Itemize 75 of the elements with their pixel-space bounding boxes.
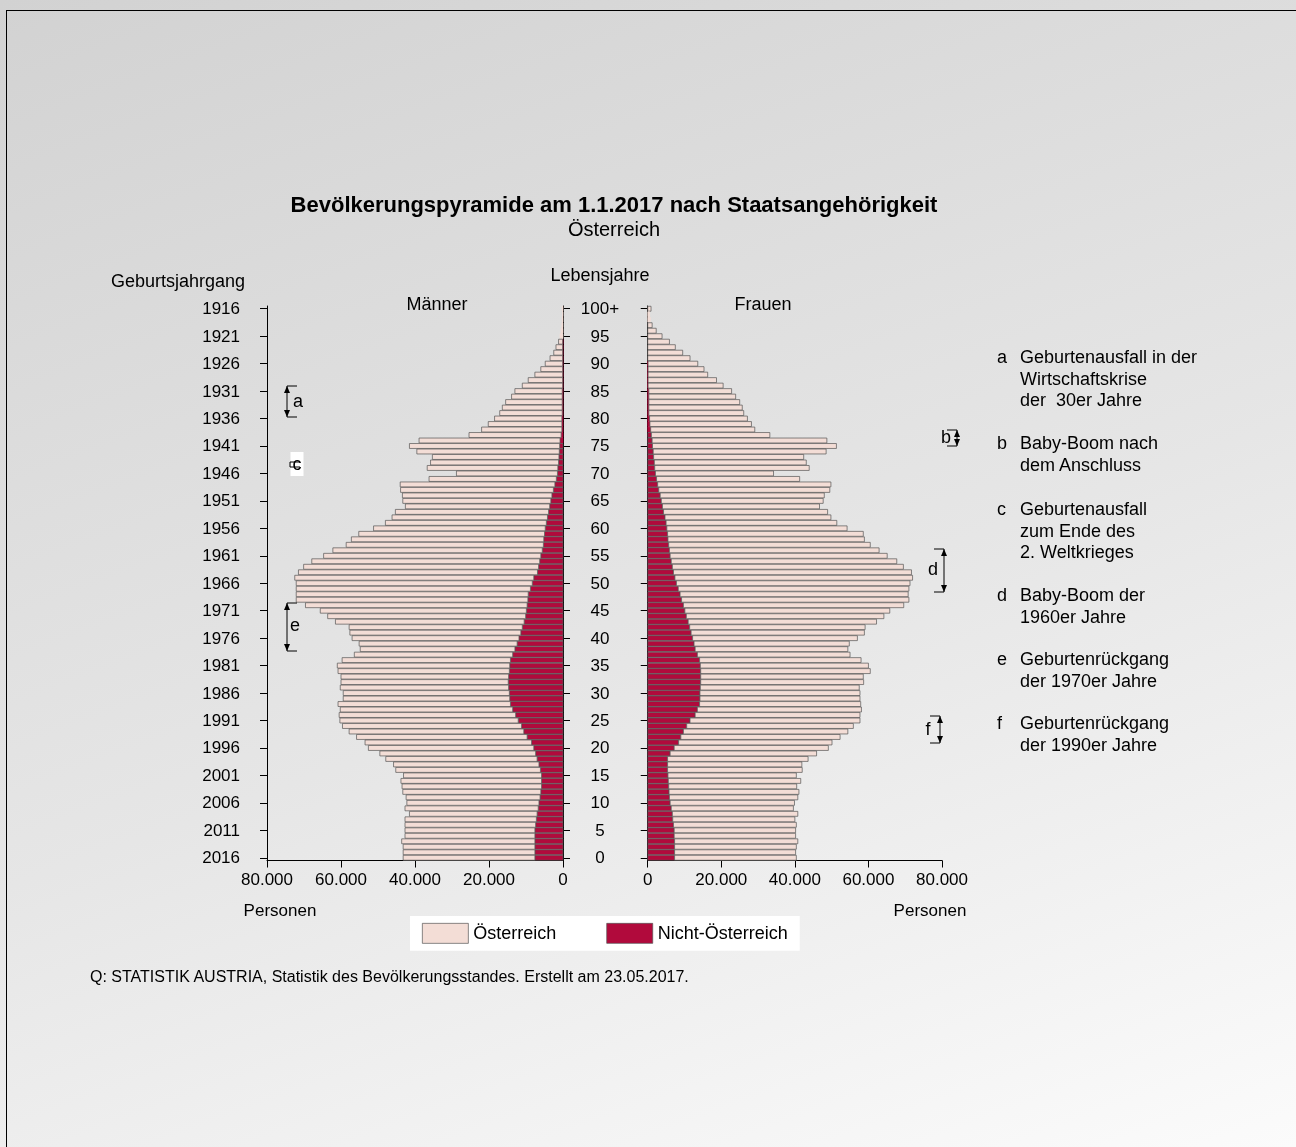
y-tick-label: 100+ <box>580 299 620 319</box>
y-tick-label: 70 <box>590 463 610 483</box>
y2-tick-label: 1916 <box>202 299 240 319</box>
y-tick-label: 85 <box>590 381 610 401</box>
x-tick-label: 80.000 <box>241 869 293 889</box>
y2-tick-label: 2001 <box>202 765 240 785</box>
y-tick-label: 0 <box>595 848 605 868</box>
x-tick-label: 0 <box>642 869 653 889</box>
y-tick-label: 25 <box>590 711 610 730</box>
text: b Baby-Boom nach dem Anschluss <box>997 433 1160 476</box>
y2-tick-label: 1941 <box>202 436 240 456</box>
y-tick-label: 60 <box>590 518 610 538</box>
y2-tick-label: 1921 <box>202 326 240 346</box>
y-tick-label: 95 <box>590 326 610 346</box>
y-axis-title: Lebensjahre <box>550 264 650 286</box>
y-tick-label: 5 <box>595 820 605 840</box>
y2-tick-label: 1951 <box>202 491 240 511</box>
y2-tick-label: 1966 <box>202 573 240 593</box>
y2-tick-label: 1991 <box>202 711 240 730</box>
y2-tick-label: 1926 <box>202 354 240 374</box>
y2-tick-label: 1961 <box>202 546 240 566</box>
y2-tick-label: 1996 <box>202 738 240 758</box>
y2-tick-label: 1931 <box>202 381 240 401</box>
y2-tick-label: 2006 <box>202 793 240 813</box>
y-tick-label: 50 <box>590 573 610 593</box>
text: e Geburtenrückgang der 1970er Jahre <box>997 649 1171 692</box>
annotation: c <box>290 452 304 476</box>
y-tick-label: 40 <box>590 628 610 648</box>
y2-tick-label: 1956 <box>202 518 240 538</box>
y2-tick-label: 1971 <box>202 601 240 621</box>
annotation: Männer <box>406 293 468 315</box>
legend-label: Nicht-Österreich <box>657 923 788 944</box>
y2-tick-label: 2011 <box>203 820 240 840</box>
text: c Geburtenausfall zum Ende des 2. Weltkrieges <box>997 499 1149 564</box>
x-tick-label: 80.000 <box>916 869 968 889</box>
text: Österreich <box>567 217 661 241</box>
text: a Geburtenausfall in der Wirtschaftskrise der 30er Jahre <box>997 347 1199 412</box>
y-tick-label: 30 <box>590 683 610 703</box>
x-tick-label: 40.000 <box>389 869 441 889</box>
x-axis-title: Personen <box>893 901 967 921</box>
x-tick-label: 0 <box>558 869 568 889</box>
text: d Baby-Boom der 1960er Jahre <box>997 585 1147 628</box>
annotation: e <box>289 614 301 636</box>
x-tick-label: 60.000 <box>842 869 895 889</box>
text: f Geburtenrückgang der 1990er Jahre <box>997 713 1171 756</box>
annotation: b <box>940 426 952 448</box>
y-tick-label: 20 <box>590 738 610 758</box>
y-tick-label: 65 <box>590 491 610 511</box>
y-tick-label: 90 <box>590 354 610 374</box>
x-tick-label: 60.000 <box>315 869 367 889</box>
y2-tick-label: 1946 <box>202 463 240 483</box>
annotation: a <box>292 390 304 412</box>
y2-tick-label: 1976 <box>202 628 240 648</box>
y2-tick-label: 1936 <box>202 409 240 429</box>
y-tick-label: 75 <box>590 436 610 456</box>
y-tick-label: 35 <box>590 656 610 676</box>
x-axis-title: Personen <box>243 901 317 921</box>
x-tick-label: 40.000 <box>768 869 821 889</box>
y2-tick-label: 2016 <box>202 848 240 868</box>
y2-tick-label: 1981 <box>202 656 240 676</box>
y2-axis-title: Geburtsjahrgang <box>110 270 246 292</box>
annotation: Frauen <box>734 293 792 315</box>
annotation: d <box>927 558 939 580</box>
y-tick-label: 80 <box>590 409 610 429</box>
y2-tick-label: 1986 <box>202 683 240 703</box>
annotation: f <box>925 718 931 740</box>
x-tick-label: 20.000 <box>463 869 515 889</box>
x-tick-label: 20.000 <box>695 869 748 889</box>
y-tick-label: 45 <box>590 601 610 621</box>
y-tick-label: 10 <box>590 793 610 813</box>
y-tick-label: 15 <box>590 765 610 785</box>
legend-label: Österreich <box>473 923 557 944</box>
y-tick-label: 55 <box>590 546 610 566</box>
text: Bevölkerungspyramide am 1.1.2017 nach Staatsangehörigkeit <box>290 192 938 218</box>
text: Q: STATISTIK AUSTRIA, Statistik des Bevölkerungsstandes. Erstellt am 23.05.2017. <box>90 968 689 986</box>
